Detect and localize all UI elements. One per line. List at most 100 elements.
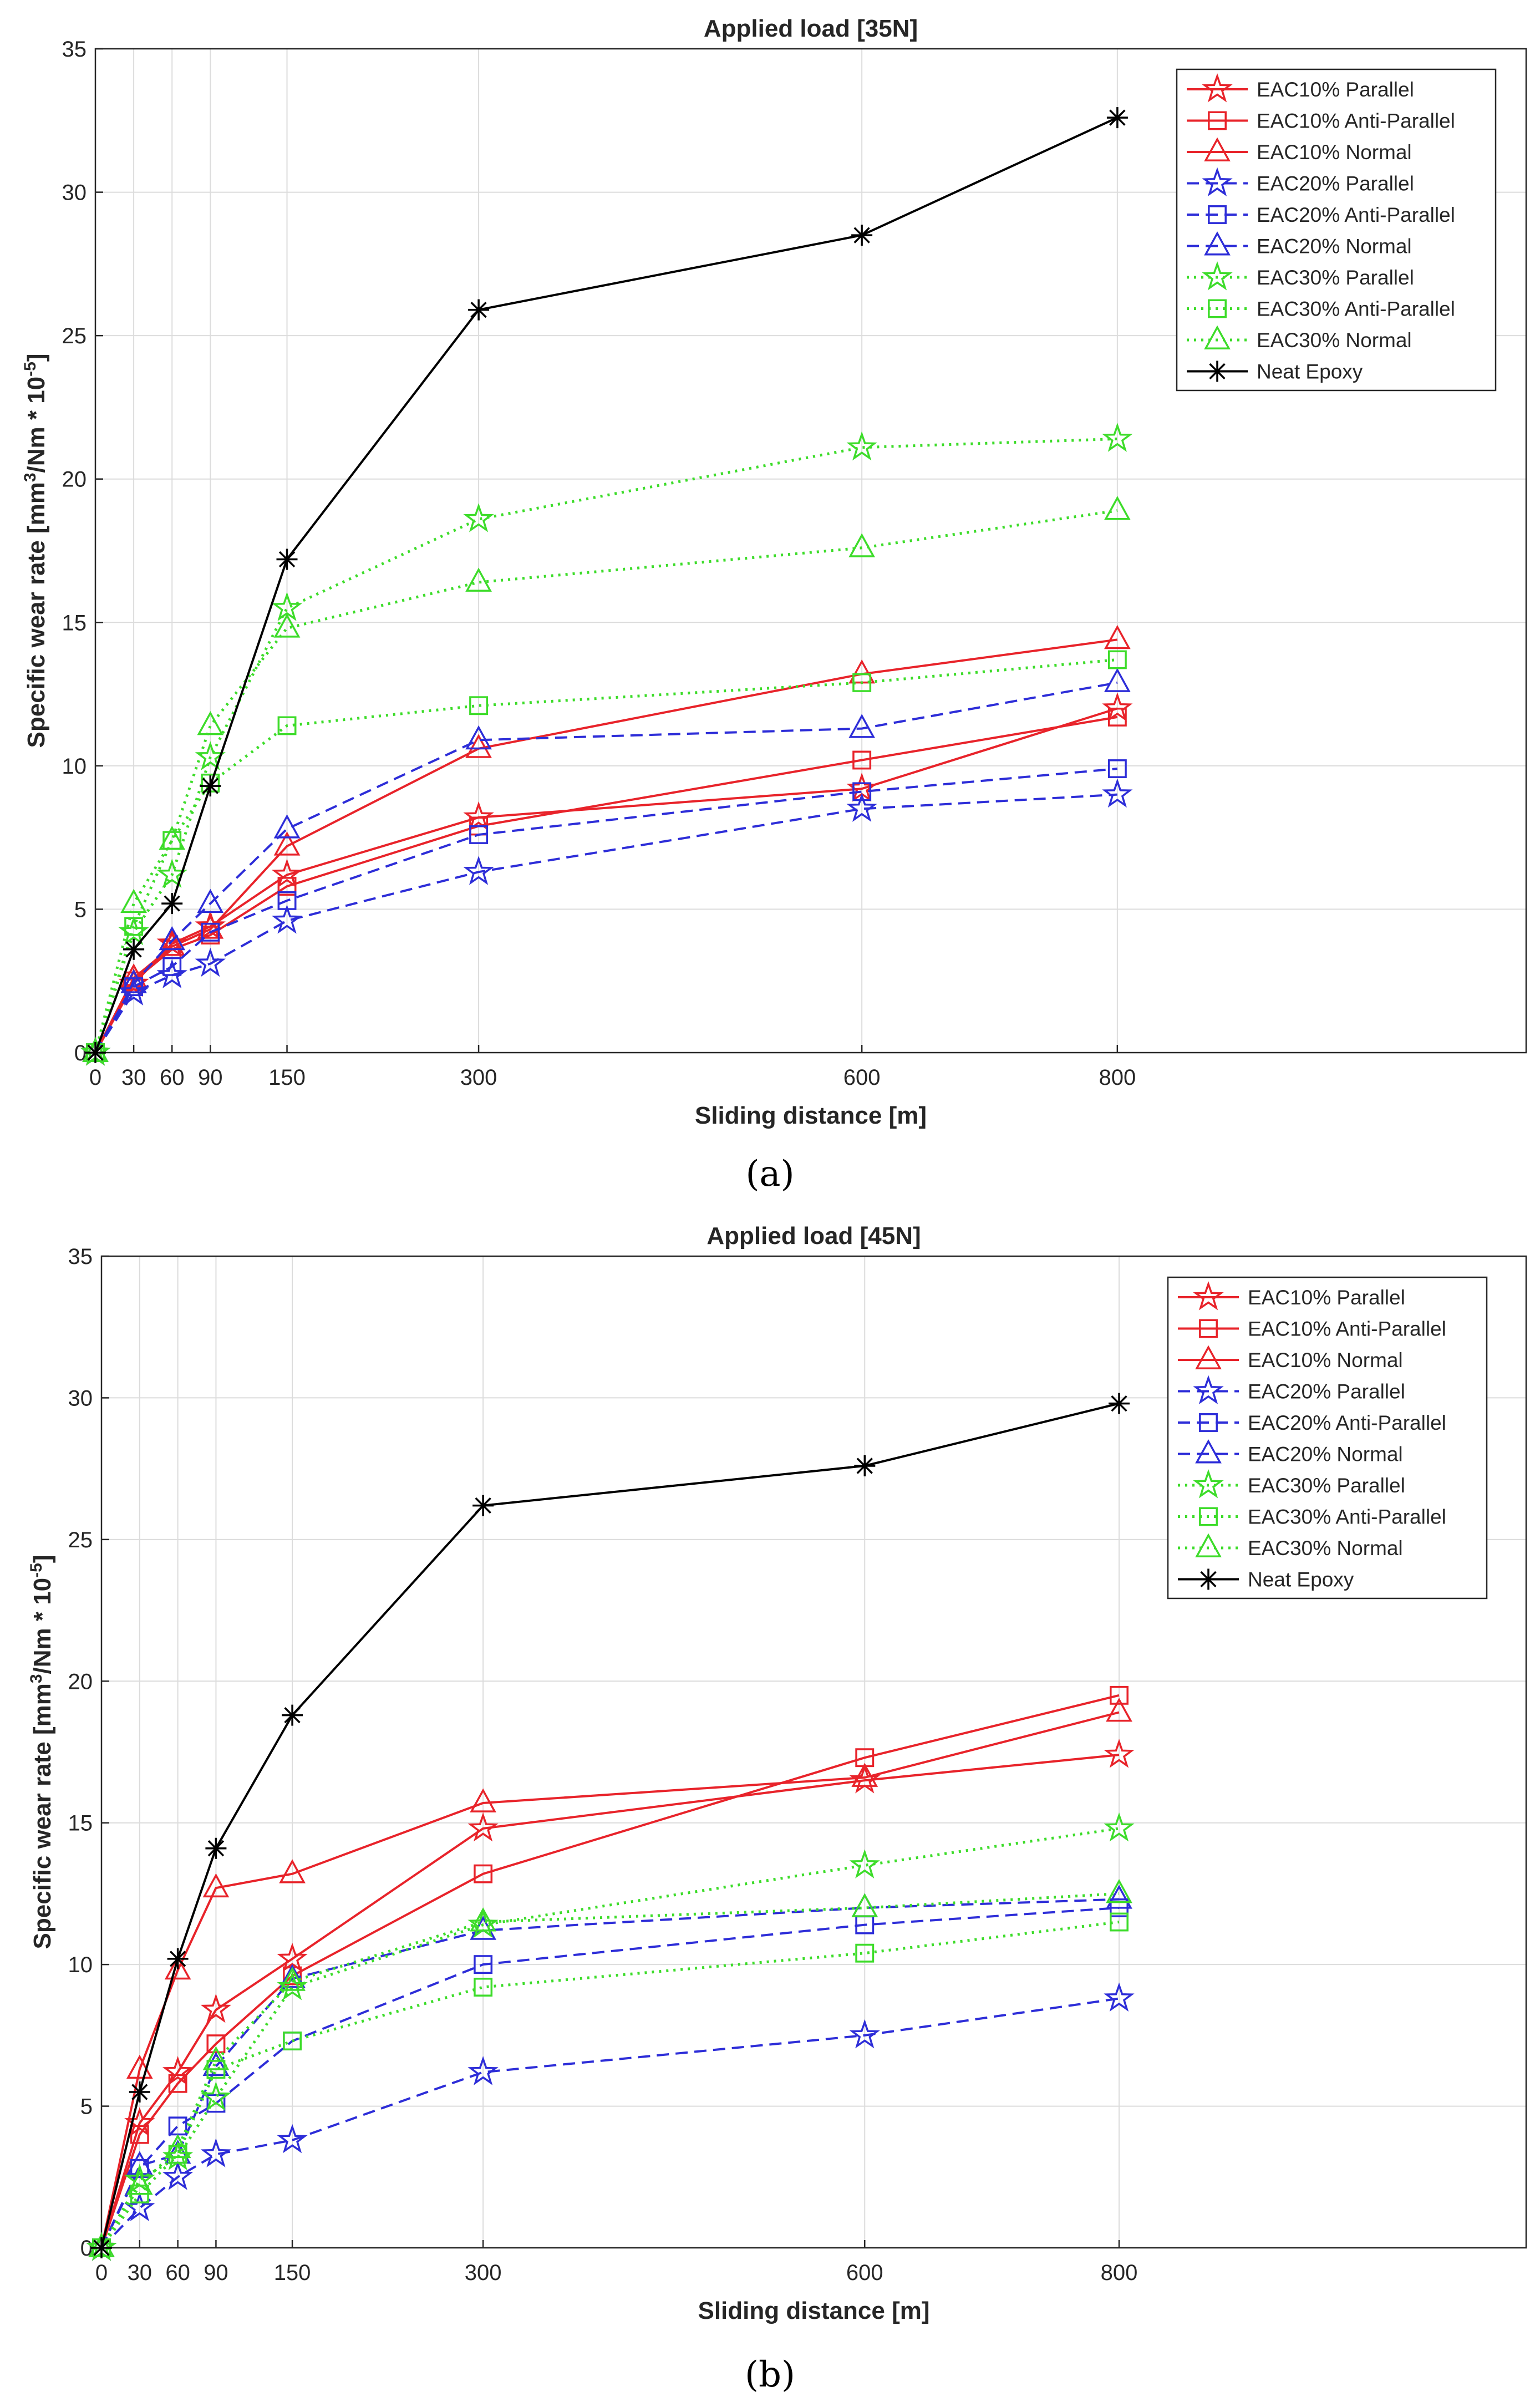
data-point bbox=[1106, 107, 1128, 129]
x-tick-label: 0 bbox=[95, 2261, 108, 2285]
data-point bbox=[271, 859, 303, 888]
y-axis-label-part: ] bbox=[29, 1555, 56, 1563]
data-point bbox=[1104, 1982, 1135, 2012]
data-point bbox=[202, 2046, 230, 2070]
x-tick-label: 30 bbox=[121, 1065, 146, 1090]
data-point bbox=[162, 2056, 194, 2085]
legend-marker bbox=[1204, 137, 1231, 161]
data-point bbox=[126, 2054, 153, 2079]
legend: EAC10% Parallel EAC10% Anti-Parallel EAC10… bbox=[1167, 1276, 1488, 1599]
legend-marker bbox=[1199, 1413, 1218, 1432]
figure-label-a: (a) bbox=[745, 1154, 795, 1195]
data-point bbox=[277, 716, 297, 735]
data-point bbox=[854, 1455, 876, 1476]
axes-box bbox=[100, 1255, 1527, 2249]
series-line bbox=[100, 1711, 1120, 2248]
data-point bbox=[851, 1763, 878, 1787]
legend-marker bbox=[1204, 231, 1231, 256]
data-point bbox=[130, 2125, 149, 2144]
data-point bbox=[273, 613, 301, 638]
data-point bbox=[126, 2171, 153, 2195]
legend-entry: EAC10% Parallel bbox=[1257, 78, 1414, 101]
data-point bbox=[271, 592, 303, 621]
legend-marker bbox=[1193, 1375, 1224, 1405]
data-point bbox=[470, 1788, 496, 1812]
data-point bbox=[1104, 624, 1131, 649]
data-point bbox=[1107, 759, 1127, 778]
data-point bbox=[168, 2074, 187, 2093]
series-line bbox=[94, 509, 1118, 1053]
data-point bbox=[848, 533, 876, 557]
x-tick-label: 300 bbox=[460, 1065, 497, 1090]
data-point bbox=[1104, 668, 1131, 692]
data-point bbox=[279, 1964, 306, 1988]
y-tick-label: 10 bbox=[62, 754, 87, 779]
series-line bbox=[94, 658, 1118, 1053]
axes-box bbox=[94, 48, 1527, 1054]
series-line bbox=[100, 1754, 1120, 2248]
data-point bbox=[852, 782, 872, 801]
data-point bbox=[200, 1993, 232, 2023]
y-tick-label: 0 bbox=[80, 2236, 93, 2261]
data-point bbox=[1106, 1698, 1132, 1722]
data-point bbox=[201, 922, 220, 942]
series-7 bbox=[92, 1912, 1129, 2257]
y-axis-label-part: -5 bbox=[27, 1563, 45, 1578]
data-point bbox=[1104, 496, 1131, 520]
y-tick-label: 5 bbox=[80, 2095, 93, 2119]
data-point bbox=[279, 1859, 306, 1883]
x-tick-label: 600 bbox=[846, 2261, 883, 2285]
data-point bbox=[463, 856, 494, 885]
y-tick-label: 35 bbox=[68, 1245, 93, 1269]
data-point bbox=[279, 1967, 306, 1991]
data-point bbox=[474, 1978, 493, 1997]
series-line bbox=[100, 1402, 1120, 2248]
axis-ticks: 0 30 60 90 150 300 600 800 0 5 10 15 20 25 30 35 bbox=[68, 1245, 1138, 2285]
y-tick-label: 25 bbox=[68, 1528, 93, 1552]
y-axis-label-part: 3 bbox=[21, 473, 39, 482]
data-point bbox=[159, 825, 186, 850]
data-point bbox=[855, 1943, 875, 1963]
data-point bbox=[277, 891, 297, 910]
y-tick-label: 15 bbox=[62, 611, 87, 635]
data-point bbox=[276, 549, 298, 570]
data-point bbox=[273, 814, 301, 839]
legend-marker bbox=[1193, 1281, 1224, 1311]
legend: EAC10% Parallel EAC10% Anti-Parallel EAC10… bbox=[1176, 68, 1497, 392]
data-point bbox=[206, 2094, 226, 2113]
y-tick-label: 30 bbox=[62, 181, 87, 205]
data-point bbox=[463, 801, 494, 831]
data-point bbox=[1102, 778, 1133, 808]
data-point bbox=[129, 2081, 150, 2103]
data-point bbox=[159, 932, 186, 956]
legend-entry: EAC20% Anti-Parallel bbox=[1257, 204, 1455, 226]
data-point bbox=[846, 793, 877, 822]
x-tick-label: 800 bbox=[1099, 1065, 1136, 1090]
data-point bbox=[164, 2134, 191, 2159]
data-point bbox=[1107, 650, 1127, 669]
data-point bbox=[846, 431, 877, 461]
y-tick-label: 25 bbox=[62, 324, 87, 348]
y-tick-label: 10 bbox=[68, 1953, 93, 1977]
data-point bbox=[1104, 1812, 1135, 1842]
data-point bbox=[1102, 423, 1133, 452]
data-point bbox=[1110, 1685, 1129, 1705]
legend-marker bbox=[1208, 205, 1227, 224]
y-tick-label: 20 bbox=[62, 468, 87, 492]
series-2 bbox=[88, 1698, 1132, 2257]
legend-entry: EAC30% Parallel bbox=[1248, 1474, 1405, 1497]
y-tick-label: 30 bbox=[68, 1386, 93, 1410]
series-line bbox=[100, 1907, 1120, 2248]
data-point bbox=[91, 2237, 112, 2258]
x-tick-label: 600 bbox=[843, 1065, 881, 1090]
legend-marker bbox=[1195, 1345, 1222, 1369]
legend-marker bbox=[1193, 1469, 1224, 1499]
data-point bbox=[470, 1907, 496, 1932]
legend-marker bbox=[1199, 1319, 1218, 1338]
legend-entry: EAC30% Normal bbox=[1257, 329, 1412, 352]
data-point bbox=[469, 825, 489, 844]
series-8 bbox=[82, 496, 1131, 1062]
legend-marker bbox=[1195, 1439, 1222, 1464]
legend-entry: EAC10% Normal bbox=[1248, 1349, 1403, 1372]
data-point bbox=[123, 938, 145, 960]
